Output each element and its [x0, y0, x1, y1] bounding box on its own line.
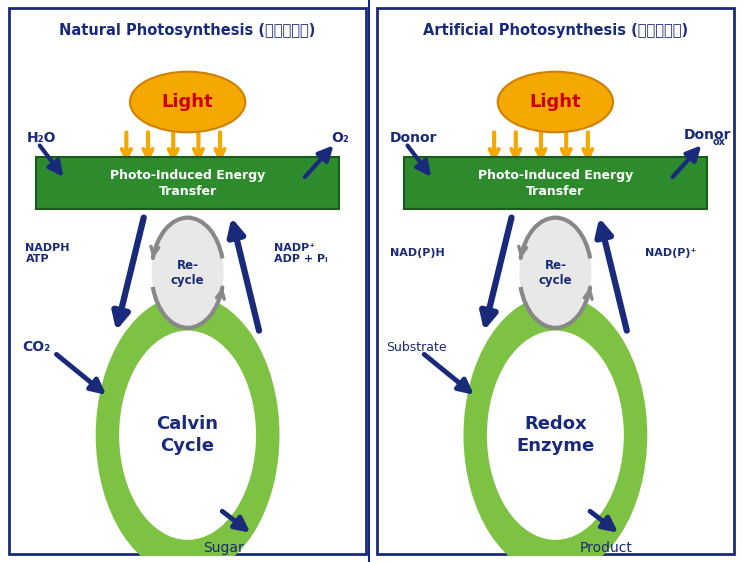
Text: Natural Photosynthesis (자연광합성): Natural Photosynthesis (자연광합성)	[59, 23, 316, 38]
Text: Calvin
Cycle: Calvin Cycle	[157, 415, 218, 455]
FancyBboxPatch shape	[9, 8, 366, 554]
Text: Product: Product	[580, 541, 632, 555]
Text: NAD(P)H: NAD(P)H	[389, 248, 444, 259]
Text: NADP⁺
ADP + Pᵢ: NADP⁺ ADP + Pᵢ	[274, 243, 328, 264]
Text: Donor: Donor	[389, 131, 437, 145]
Circle shape	[464, 294, 647, 562]
Text: NAD(P)⁺: NAD(P)⁺	[646, 248, 697, 259]
Text: Substrate: Substrate	[386, 341, 447, 353]
Circle shape	[519, 217, 591, 328]
Circle shape	[119, 330, 256, 540]
Text: Artificial Photosynthesis (인공광합성): Artificial Photosynthesis (인공광합성)	[423, 23, 688, 38]
FancyBboxPatch shape	[404, 157, 707, 210]
Text: Re-
cycle: Re- cycle	[171, 259, 204, 287]
Circle shape	[96, 294, 279, 562]
Text: ox: ox	[712, 137, 725, 147]
Text: CO₂: CO₂	[22, 340, 50, 354]
Text: Light: Light	[162, 93, 213, 111]
FancyBboxPatch shape	[377, 8, 734, 554]
FancyBboxPatch shape	[36, 157, 339, 210]
Text: Donor: Donor	[684, 128, 731, 142]
Text: Photo-Induced Energy
Transfer: Photo-Induced Energy Transfer	[478, 169, 633, 198]
Circle shape	[152, 217, 224, 328]
Text: H₂O: H₂O	[27, 131, 56, 145]
Text: O₂: O₂	[332, 131, 350, 145]
Text: Sugar: Sugar	[204, 541, 244, 555]
Text: Redox
Enzyme: Redox Enzyme	[516, 415, 594, 455]
Circle shape	[487, 330, 624, 540]
Text: Light: Light	[530, 93, 581, 111]
Ellipse shape	[130, 72, 245, 132]
Ellipse shape	[498, 72, 613, 132]
Text: NADPH
ATP: NADPH ATP	[25, 243, 70, 264]
Text: Re-
cycle: Re- cycle	[539, 259, 572, 287]
Text: Photo-Induced Energy
Transfer: Photo-Induced Energy Transfer	[110, 169, 265, 198]
